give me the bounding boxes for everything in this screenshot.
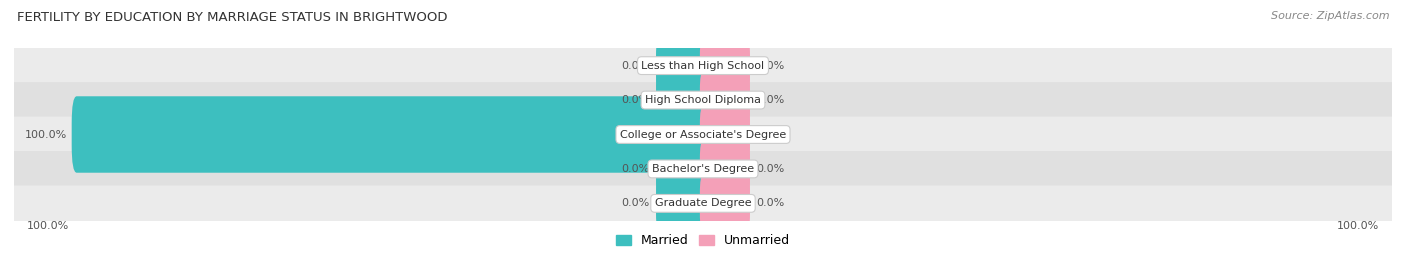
- Text: Graduate Degree: Graduate Degree: [655, 198, 751, 208]
- FancyBboxPatch shape: [657, 175, 706, 231]
- Legend: Married, Unmarried: Married, Unmarried: [612, 229, 794, 252]
- Text: FERTILITY BY EDUCATION BY MARRIAGE STATUS IN BRIGHTWOOD: FERTILITY BY EDUCATION BY MARRIAGE STATU…: [17, 11, 447, 24]
- FancyBboxPatch shape: [14, 48, 1392, 84]
- Text: 0.0%: 0.0%: [756, 95, 785, 105]
- Text: High School Diploma: High School Diploma: [645, 95, 761, 105]
- Text: College or Associate's Degree: College or Associate's Degree: [620, 129, 786, 140]
- FancyBboxPatch shape: [657, 38, 706, 94]
- FancyBboxPatch shape: [700, 107, 749, 162]
- Text: Bachelor's Degree: Bachelor's Degree: [652, 164, 754, 174]
- Text: Less than High School: Less than High School: [641, 61, 765, 71]
- Text: 0.0%: 0.0%: [756, 198, 785, 208]
- Text: 0.0%: 0.0%: [621, 95, 650, 105]
- Text: Source: ZipAtlas.com: Source: ZipAtlas.com: [1271, 11, 1389, 21]
- Text: 100.0%: 100.0%: [25, 129, 67, 140]
- Text: 0.0%: 0.0%: [621, 164, 650, 174]
- FancyBboxPatch shape: [72, 96, 709, 173]
- FancyBboxPatch shape: [14, 116, 1392, 153]
- Text: 0.0%: 0.0%: [756, 164, 785, 174]
- FancyBboxPatch shape: [14, 82, 1392, 118]
- FancyBboxPatch shape: [14, 151, 1392, 187]
- Text: 100.0%: 100.0%: [1337, 221, 1379, 231]
- FancyBboxPatch shape: [700, 38, 749, 94]
- Text: 0.0%: 0.0%: [756, 129, 785, 140]
- FancyBboxPatch shape: [657, 72, 706, 128]
- FancyBboxPatch shape: [700, 72, 749, 128]
- Text: 0.0%: 0.0%: [621, 198, 650, 208]
- Text: 100.0%: 100.0%: [27, 221, 69, 231]
- FancyBboxPatch shape: [657, 141, 706, 197]
- FancyBboxPatch shape: [700, 141, 749, 197]
- FancyBboxPatch shape: [14, 185, 1392, 221]
- Text: 0.0%: 0.0%: [756, 61, 785, 71]
- FancyBboxPatch shape: [700, 175, 749, 231]
- Text: 0.0%: 0.0%: [621, 61, 650, 71]
